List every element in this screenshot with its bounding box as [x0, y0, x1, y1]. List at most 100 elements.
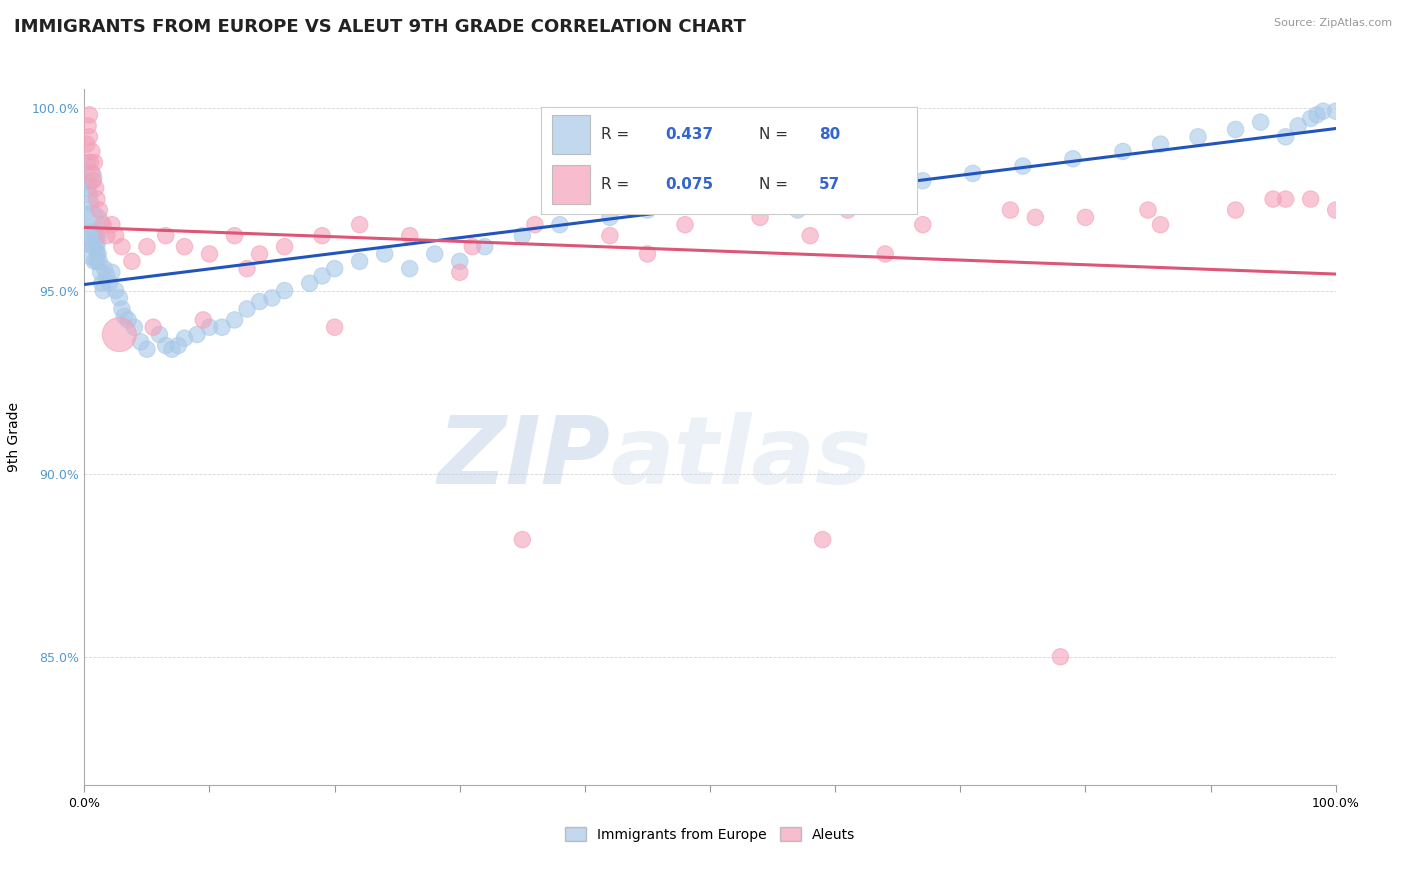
- Point: [79, 108, 101, 122]
- Point: [79, 195, 101, 210]
- Point: [811, 533, 834, 547]
- Text: Source: ZipAtlas.com: Source: ZipAtlas.com: [1274, 18, 1392, 28]
- Legend: Immigrants from Europe, Aleuts: Immigrants from Europe, Aleuts: [560, 822, 860, 847]
- Point: [673, 218, 696, 232]
- Point: [82, 174, 104, 188]
- Point: [398, 261, 420, 276]
- Point: [323, 261, 346, 276]
- Point: [101, 265, 124, 279]
- Point: [96, 228, 118, 243]
- Point: [173, 331, 195, 345]
- Point: [91, 218, 114, 232]
- Point: [1074, 211, 1097, 225]
- Point: [86, 192, 108, 206]
- Point: [749, 211, 772, 225]
- Point: [101, 218, 124, 232]
- Point: [108, 291, 131, 305]
- Point: [136, 240, 159, 254]
- Point: [262, 291, 284, 305]
- Point: [461, 240, 484, 254]
- Point: [155, 338, 177, 352]
- Point: [186, 327, 208, 342]
- Point: [273, 240, 295, 254]
- Point: [449, 254, 471, 268]
- Point: [1312, 104, 1334, 119]
- Point: [349, 218, 371, 232]
- Point: [749, 192, 772, 206]
- Point: [1324, 104, 1347, 119]
- Point: [236, 301, 259, 316]
- Point: [599, 211, 621, 225]
- Point: [148, 327, 170, 342]
- Point: [77, 119, 100, 133]
- Point: [311, 228, 333, 243]
- Point: [211, 320, 233, 334]
- Point: [224, 313, 246, 327]
- Point: [198, 247, 221, 261]
- Point: [124, 320, 146, 334]
- Point: [111, 240, 134, 254]
- Point: [311, 268, 333, 283]
- Point: [298, 277, 321, 291]
- Text: atlas: atlas: [610, 412, 872, 504]
- Point: [79, 218, 101, 232]
- Point: [93, 261, 115, 276]
- Point: [523, 218, 546, 232]
- Point: [91, 284, 114, 298]
- Point: [1225, 202, 1247, 217]
- Point: [1299, 112, 1322, 126]
- Point: [1024, 211, 1046, 225]
- Point: [449, 265, 471, 279]
- Point: [1149, 218, 1171, 232]
- Point: [79, 170, 101, 185]
- Point: [1062, 152, 1084, 166]
- Point: [87, 247, 110, 261]
- Text: ZIP: ZIP: [437, 412, 610, 504]
- Point: [142, 320, 165, 334]
- Point: [875, 247, 897, 261]
- Point: [86, 240, 108, 254]
- Point: [112, 310, 135, 324]
- Point: [273, 284, 295, 298]
- Point: [79, 155, 101, 169]
- Point: [1263, 192, 1285, 206]
- Point: [423, 247, 446, 261]
- Text: IMMIGRANTS FROM EUROPE VS ALEUT 9TH GRADE CORRELATION CHART: IMMIGRANTS FROM EUROPE VS ALEUT 9TH GRAD…: [14, 18, 747, 36]
- Point: [512, 533, 534, 547]
- Point: [167, 338, 190, 352]
- Point: [82, 240, 104, 254]
- Point: [198, 320, 221, 334]
- Point: [249, 247, 271, 261]
- Point: [349, 254, 371, 268]
- Point: [599, 228, 621, 243]
- Point: [77, 181, 100, 195]
- Point: [117, 313, 139, 327]
- Point: [474, 240, 496, 254]
- Point: [82, 247, 104, 261]
- Point: [155, 228, 177, 243]
- Point: [79, 129, 101, 144]
- Point: [86, 254, 108, 268]
- Point: [129, 334, 152, 349]
- Point: [1000, 202, 1022, 217]
- Point: [76, 137, 98, 152]
- Point: [673, 195, 696, 210]
- Point: [1274, 192, 1296, 206]
- Point: [875, 181, 897, 195]
- Point: [799, 228, 821, 243]
- Point: [79, 211, 101, 225]
- Point: [236, 261, 259, 276]
- Point: [1112, 145, 1135, 159]
- Point: [84, 232, 107, 246]
- Point: [108, 327, 131, 342]
- Point: [121, 254, 143, 268]
- Y-axis label: 9th Grade: 9th Grade: [7, 402, 21, 472]
- Point: [1136, 202, 1159, 217]
- Point: [911, 218, 934, 232]
- Point: [79, 188, 101, 202]
- Point: [89, 202, 111, 217]
- Point: [89, 254, 111, 268]
- Point: [1274, 129, 1296, 144]
- Point: [637, 247, 659, 261]
- Point: [1049, 649, 1071, 664]
